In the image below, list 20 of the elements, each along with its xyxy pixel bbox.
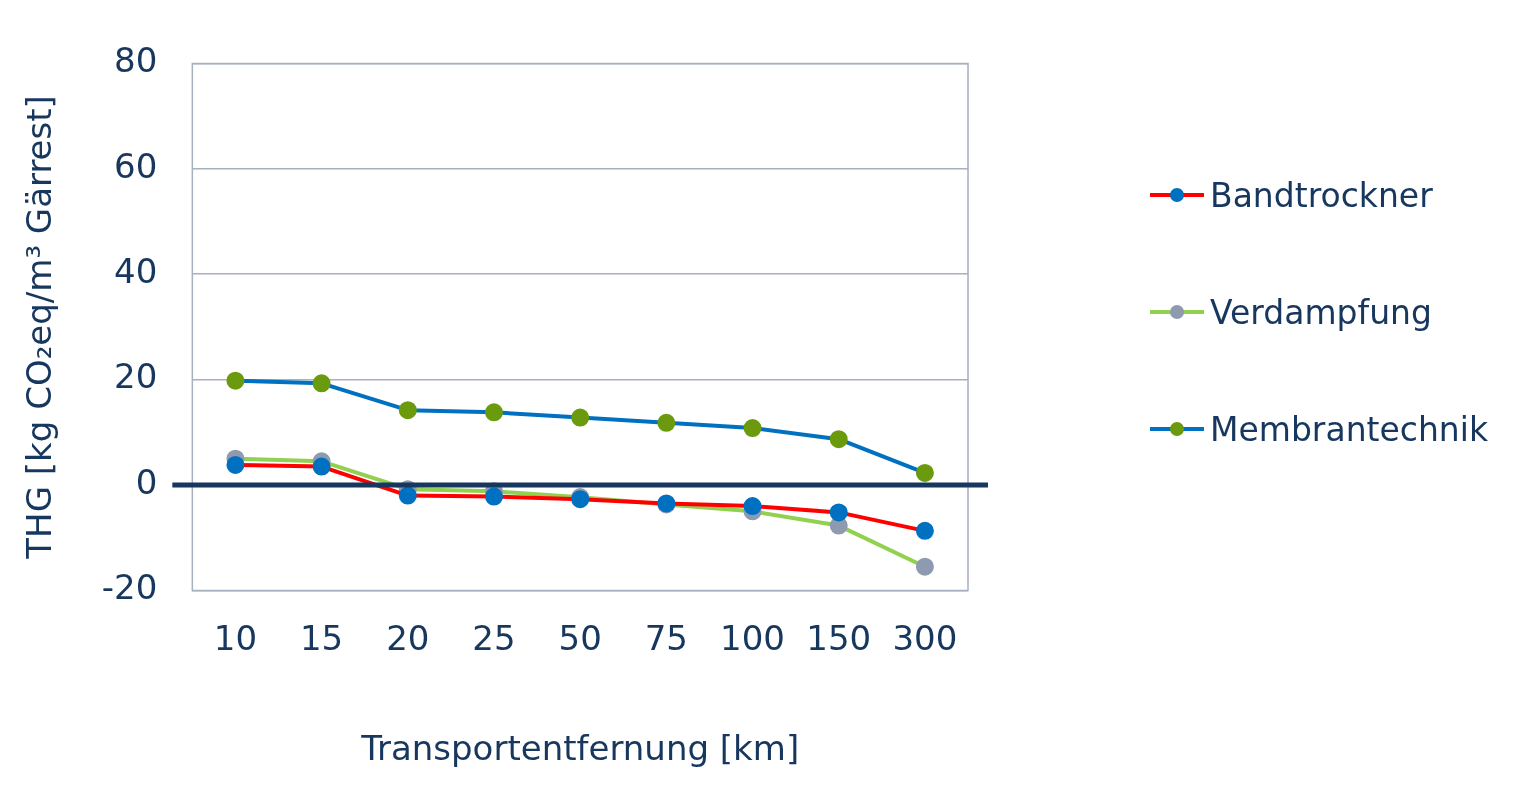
- x-tick-label: 15: [299, 617, 344, 658]
- legend-label: Membrantechnik: [1210, 409, 1489, 449]
- legend-label: Bandtrockner: [1210, 175, 1433, 215]
- y-tick-label: 0: [135, 461, 158, 502]
- y-tick-label: 40: [114, 251, 158, 292]
- y-tick-label: 60: [114, 145, 158, 186]
- x-axis-title: Transportentfernung [km]: [360, 728, 800, 769]
- y-tick-label: 80: [114, 40, 158, 81]
- legend-label: Verdampfung: [1210, 292, 1432, 332]
- x-tick-label: 10: [213, 617, 258, 658]
- x-tick-label: 20: [386, 617, 430, 658]
- y-axis-title: THG [kg CO₂eq/m³ Gärrest]: [19, 95, 60, 560]
- x-tick-label: 150: [806, 617, 872, 658]
- x-tick-label: 75: [644, 617, 688, 658]
- y-tick-label: -20: [101, 567, 158, 608]
- y-tick-label: 20: [114, 356, 158, 397]
- x-tick-label: 25: [472, 617, 516, 658]
- x-tick-label: 300: [892, 617, 958, 658]
- x-tick-label: 50: [558, 617, 602, 658]
- x-tick-label: 100: [720, 617, 785, 658]
